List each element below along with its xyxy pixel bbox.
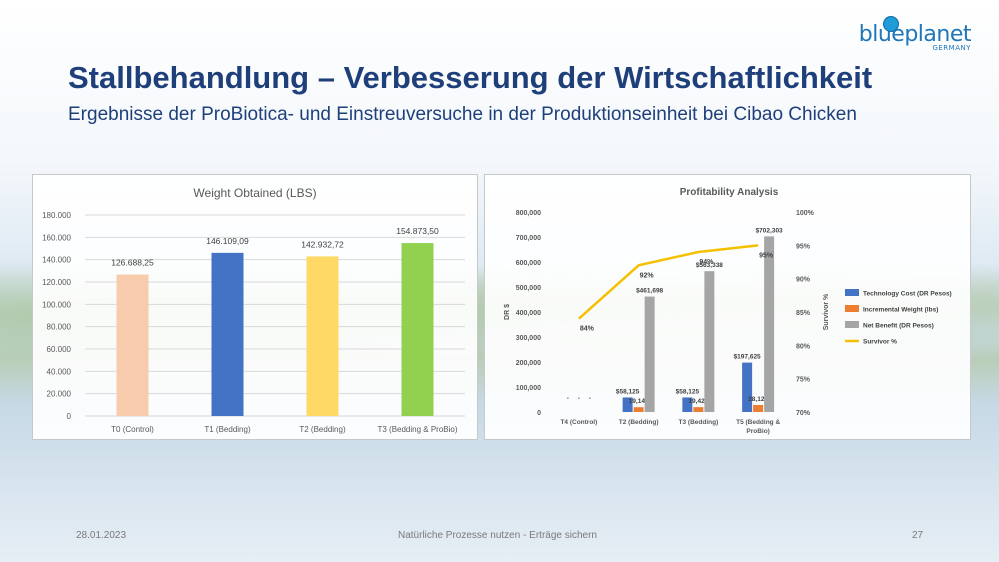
y-tick-label: 80.000 [47, 323, 72, 332]
data-label: $702,303 [756, 227, 783, 234]
bar [116, 274, 149, 416]
y-tick-label: 500,000 [516, 285, 541, 292]
logo-country: GERMANY [932, 44, 971, 52]
y-tick-label: 700,000 [516, 235, 541, 242]
legend-swatch [845, 321, 859, 328]
data-label: - [589, 395, 591, 402]
y-tick-label: 0 [537, 410, 541, 417]
data-label: 19,421 [688, 398, 708, 405]
y-tick-label: 60.000 [47, 345, 72, 354]
x-tick-label: T3 (Bedding) [679, 419, 719, 426]
bar [753, 404, 764, 412]
bar [693, 407, 704, 412]
bar [644, 296, 655, 412]
line-data-label: 92% [640, 272, 655, 279]
footer-center-text: Natürliche Prozesse nutzen - Erträge sic… [398, 530, 597, 541]
globe-icon [883, 16, 899, 32]
y-tick-label: 180.000 [42, 211, 71, 220]
company-logo: blueplanet GERMANY [858, 16, 972, 52]
x-tick-label-line: T5 (Bedding & [736, 419, 780, 426]
legend-label: Survivor % [863, 339, 897, 346]
legend-label: Incremental Weight (lbs) [863, 307, 938, 314]
logo-text: blueplanet [858, 22, 972, 47]
chart-title: Weight Obtained (LBS) [193, 186, 316, 200]
y-tick-label: 200,000 [516, 360, 541, 367]
y2-tick-label: 80% [796, 343, 811, 350]
y2-tick-label: 95% [796, 243, 811, 250]
y-tick-label: 120.000 [42, 278, 71, 287]
chart-title: Profitability Analysis [680, 187, 779, 198]
page-title: Stallbehandlung – Verbesserung der Wirts… [68, 60, 873, 95]
data-label: $461,698 [636, 288, 663, 295]
page-subtitle: Ergebnisse der ProBiotica- und Einstreuv… [68, 104, 857, 125]
data-label: 154.873,50 [396, 226, 439, 236]
bar [633, 407, 644, 412]
x-tick-label: T2 (Bedding) [299, 425, 346, 434]
data-label: 146.109,09 [206, 236, 249, 246]
y2-tick-label: 85% [796, 310, 811, 317]
legend-swatch [845, 289, 859, 296]
legend-label: Technology Cost (DR Pesos) [863, 291, 952, 298]
data-label: 126.688,25 [111, 258, 154, 268]
y2-axis-label: Survivor % [823, 293, 830, 330]
y-tick-label: 100,000 [516, 385, 541, 392]
bar [401, 243, 434, 416]
legend-swatch [845, 305, 859, 312]
weight-chart-svg: Weight Obtained (LBS) 0 20.000 40.000 60.000… [42, 186, 465, 434]
profitability-chart-svg: Profitability Analysis 0 100,000 200,000 300… [504, 187, 952, 435]
footer-date: 28.01.2023 [76, 530, 127, 541]
bar [682, 397, 693, 412]
data-label: 19,144 [629, 398, 649, 405]
x-tick-label: T0 (Control) [111, 425, 154, 434]
footer-page-number: 27 [912, 530, 924, 541]
y2-tick-label: 100% [796, 210, 815, 217]
y-tick-label: 0 [67, 412, 72, 421]
line-data-label: 95% [759, 252, 774, 259]
x-tick-label: T4 (Control) [560, 419, 597, 426]
bar [764, 236, 775, 412]
y-axis-label: DR $ [504, 304, 511, 320]
bar [742, 362, 753, 412]
y-tick-label: 20.000 [47, 390, 72, 399]
data-label: 28,125 [748, 396, 768, 403]
y2-tick-label: 70% [796, 410, 811, 417]
data-label: - [578, 395, 580, 402]
weight-chart: Weight Obtained (LBS) 0 20.000 40.000 60.000… [32, 174, 478, 440]
x-tick-label: T2 (Bedding) [619, 419, 659, 426]
y2-tick-label: 90% [796, 277, 811, 284]
data-label: $197,625 [734, 354, 761, 361]
x-tick-label: T1 (Bedding) [204, 425, 251, 434]
y-tick-label: 140.000 [42, 256, 71, 265]
bar [306, 256, 339, 416]
x-tick-label: T5 (Bedding & ProBio) [736, 419, 780, 435]
y-tick-label: 160.000 [42, 233, 71, 242]
line-data-label: 94% [699, 259, 714, 266]
y-tick-label: 300,000 [516, 335, 541, 342]
survivor-line [578, 244, 759, 320]
data-label: $58,125 [676, 388, 700, 395]
x-tick-label: T3 (Bedding & ProBio) [377, 425, 457, 434]
profitability-chart: Profitability Analysis 0 100,000 200,000 300… [484, 174, 971, 440]
y-tick-label: 400,000 [516, 310, 541, 317]
y-tick-label: 800,000 [516, 210, 541, 217]
bar [211, 252, 244, 416]
data-label: - [567, 395, 569, 402]
y2-tick-label: 75% [796, 377, 811, 384]
y-tick-label: 100.000 [42, 300, 71, 309]
bar [622, 397, 633, 412]
y-tick-label: 600,000 [516, 260, 541, 267]
bar [704, 271, 715, 412]
data-label: $58,125 [616, 388, 640, 395]
data-label: $563,338 [696, 262, 723, 269]
y-tick-label: 40.000 [47, 367, 72, 376]
data-label: 142.932,72 [301, 239, 344, 249]
line-data-label: 84% [580, 326, 595, 333]
legend-label: Net Benefit (DR Pesos) [863, 323, 934, 330]
x-tick-label-line: ProBio) [746, 428, 769, 435]
